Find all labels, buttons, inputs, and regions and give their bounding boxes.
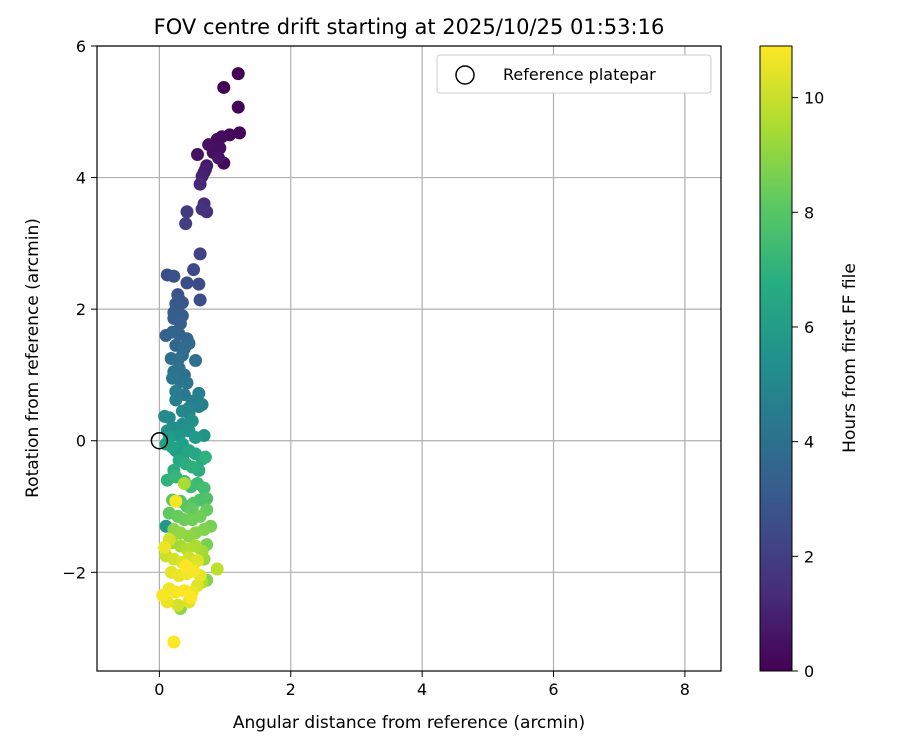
- y-axis-label: Rotation from reference (arcmin): [23, 218, 43, 498]
- data-point: [166, 371, 180, 385]
- data-point: [193, 293, 207, 307]
- data-point: [189, 430, 203, 444]
- data-point: [166, 325, 180, 339]
- y-tick-label: 2: [76, 300, 86, 319]
- x-axis-ticks: 0 2 4 6 8: [154, 671, 690, 699]
- legend-box: [436, 54, 712, 94]
- data-point: [169, 393, 183, 407]
- colorbar-tick-label: 2: [804, 547, 814, 566]
- x-tick-label: 0: [154, 680, 164, 699]
- colorbar-ticks: 0 2 4 6 8 10: [792, 89, 824, 681]
- plot-frame: [96, 45, 722, 672]
- x-tick-label: 2: [286, 680, 296, 699]
- data-point: [184, 590, 198, 604]
- y-tick-label: −2: [62, 563, 86, 582]
- data-point: [189, 353, 203, 367]
- data-point: [217, 80, 231, 94]
- colorbar-gradient: [759, 45, 793, 672]
- colorbar: 0 2 4 6 8 10 Hours from first FF file: [759, 45, 860, 681]
- data-point: [179, 217, 193, 231]
- data-point: [180, 376, 194, 390]
- data-point: [156, 588, 170, 602]
- data-point: [187, 263, 201, 277]
- colorbar-tick-label: 6: [804, 318, 814, 337]
- y-tick-label: 4: [76, 169, 86, 188]
- data-point: [185, 460, 199, 474]
- reference-point: [150, 431, 169, 450]
- data-point: [231, 100, 245, 114]
- chart-title: FOV centre drift starting at 2025/10/25 …: [154, 15, 665, 39]
- colorbar-tick-label: 4: [804, 433, 814, 452]
- data-point: [192, 277, 206, 291]
- data-point: [202, 138, 216, 152]
- legend: Reference platepar: [436, 54, 712, 94]
- legend-label: Reference platepar: [503, 65, 656, 84]
- data-point: [180, 205, 194, 219]
- data-point: [193, 247, 207, 261]
- data-point: [210, 562, 224, 576]
- data-point: [179, 559, 193, 573]
- y-axis-ticks: −2 0 2 4 6: [62, 37, 97, 582]
- data-point: [173, 526, 187, 540]
- data-point: [197, 481, 211, 495]
- x-tick-label: 8: [680, 680, 690, 699]
- data-point: [167, 635, 181, 649]
- data-point: [212, 151, 226, 165]
- data-point: [192, 400, 206, 414]
- data-point: [233, 126, 247, 140]
- data-point: [180, 276, 194, 290]
- x-tick-label: 4: [417, 680, 427, 699]
- y-tick-label: 0: [76, 432, 86, 451]
- data-point: [173, 317, 187, 331]
- data-point: [158, 540, 172, 554]
- legend-marker: [455, 65, 475, 85]
- data-point: [193, 177, 207, 191]
- data-point: [169, 494, 183, 508]
- data-point: [158, 409, 172, 423]
- y-tick-label: 6: [76, 37, 86, 56]
- x-tick-label: 6: [548, 680, 558, 699]
- data-point: [171, 598, 185, 612]
- colorbar-tick-label: 0: [804, 662, 814, 681]
- data-point: [185, 414, 199, 428]
- data-point: [231, 67, 245, 81]
- data-point: [198, 450, 212, 464]
- data-point: [166, 440, 180, 454]
- data-point: [193, 509, 207, 523]
- data-point: [195, 202, 209, 216]
- data-point: [167, 269, 181, 283]
- data-point: [177, 477, 191, 490]
- data-point: [190, 553, 204, 567]
- data-point: [200, 492, 214, 506]
- colorbar-tick-label: 10: [804, 89, 824, 108]
- x-axis-label: Angular distance from reference (arcmin): [233, 713, 585, 733]
- data-point: [190, 148, 204, 162]
- data-points: [156, 67, 247, 649]
- colorbar-tick-label: 8: [804, 203, 814, 222]
- data-point: [192, 386, 206, 400]
- colorbar-label: Hours from first FF file: [840, 263, 860, 453]
